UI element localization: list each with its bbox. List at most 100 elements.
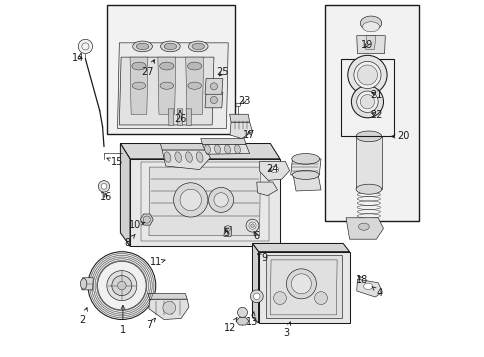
- Polygon shape: [168, 109, 174, 126]
- Text: 27: 27: [141, 60, 154, 77]
- Polygon shape: [224, 227, 231, 236]
- Circle shape: [250, 224, 254, 227]
- Ellipse shape: [80, 278, 87, 289]
- Ellipse shape: [196, 152, 203, 162]
- Ellipse shape: [164, 152, 170, 162]
- Polygon shape: [119, 57, 213, 125]
- Circle shape: [82, 43, 89, 50]
- Polygon shape: [345, 218, 383, 239]
- Text: 6: 6: [253, 231, 258, 241]
- Text: 7: 7: [146, 318, 155, 330]
- Ellipse shape: [160, 82, 173, 89]
- Polygon shape: [82, 278, 93, 290]
- Polygon shape: [202, 145, 249, 154]
- Text: 4: 4: [371, 287, 382, 298]
- Text: 5: 5: [223, 228, 229, 238]
- Ellipse shape: [210, 83, 217, 90]
- Circle shape: [291, 274, 311, 294]
- Text: 25: 25: [216, 67, 228, 77]
- Bar: [106, 5, 235, 134]
- Text: 19: 19: [360, 40, 372, 50]
- Polygon shape: [149, 299, 189, 320]
- Text: 2: 2: [79, 308, 87, 325]
- Text: 3: 3: [282, 322, 290, 338]
- Ellipse shape: [210, 96, 217, 104]
- Circle shape: [97, 261, 146, 310]
- Ellipse shape: [188, 41, 208, 52]
- Ellipse shape: [164, 43, 176, 50]
- Polygon shape: [148, 293, 187, 299]
- Circle shape: [237, 307, 247, 317]
- Polygon shape: [200, 139, 245, 145]
- Polygon shape: [120, 144, 279, 159]
- Polygon shape: [140, 214, 153, 225]
- Ellipse shape: [159, 62, 174, 70]
- Ellipse shape: [132, 62, 146, 70]
- Text: 21: 21: [369, 90, 382, 100]
- Polygon shape: [252, 243, 349, 252]
- Text: 23: 23: [238, 96, 250, 106]
- Polygon shape: [290, 159, 320, 175]
- Text: 24: 24: [266, 164, 278, 174]
- Ellipse shape: [133, 41, 152, 52]
- Circle shape: [353, 61, 380, 89]
- Circle shape: [163, 301, 175, 314]
- Ellipse shape: [132, 82, 146, 89]
- Ellipse shape: [291, 154, 319, 164]
- Circle shape: [112, 276, 132, 296]
- Circle shape: [78, 39, 92, 54]
- Text: 14: 14: [72, 53, 84, 63]
- Ellipse shape: [204, 145, 210, 154]
- Ellipse shape: [362, 22, 379, 32]
- Circle shape: [347, 55, 386, 95]
- Text: 22: 22: [369, 110, 382, 120]
- Ellipse shape: [292, 171, 318, 180]
- Circle shape: [117, 281, 126, 290]
- Polygon shape: [355, 136, 381, 189]
- Circle shape: [180, 189, 201, 211]
- Polygon shape: [356, 36, 384, 54]
- Circle shape: [314, 292, 327, 305]
- Text: 20: 20: [391, 131, 409, 141]
- Ellipse shape: [214, 145, 220, 154]
- Circle shape: [357, 65, 377, 85]
- Text: 18: 18: [355, 275, 367, 285]
- Polygon shape: [160, 144, 206, 150]
- Polygon shape: [149, 167, 260, 236]
- Ellipse shape: [360, 16, 381, 30]
- Circle shape: [250, 290, 263, 303]
- Ellipse shape: [358, 223, 368, 230]
- Polygon shape: [120, 144, 130, 246]
- Polygon shape: [252, 243, 258, 323]
- Polygon shape: [185, 57, 203, 114]
- Text: 15: 15: [107, 157, 123, 167]
- Ellipse shape: [174, 152, 182, 162]
- Polygon shape: [229, 122, 252, 139]
- Text: 16: 16: [100, 192, 112, 202]
- Text: 1: 1: [120, 305, 126, 335]
- Circle shape: [360, 95, 374, 109]
- Polygon shape: [258, 252, 349, 323]
- Circle shape: [273, 292, 286, 305]
- Ellipse shape: [270, 166, 278, 173]
- Circle shape: [101, 183, 106, 189]
- Polygon shape: [162, 150, 210, 170]
- Ellipse shape: [136, 43, 149, 50]
- Polygon shape: [177, 109, 182, 126]
- Polygon shape: [356, 279, 382, 297]
- Text: 11: 11: [150, 257, 165, 267]
- Circle shape: [286, 269, 316, 299]
- Polygon shape: [205, 79, 223, 94]
- Polygon shape: [265, 255, 342, 318]
- Text: 8: 8: [124, 234, 135, 248]
- Circle shape: [106, 271, 136, 301]
- Circle shape: [143, 216, 150, 223]
- Text: 12: 12: [223, 318, 237, 333]
- Circle shape: [351, 86, 383, 118]
- Text: 17: 17: [242, 130, 255, 140]
- Ellipse shape: [224, 145, 230, 154]
- Polygon shape: [158, 57, 175, 114]
- Circle shape: [253, 293, 259, 300]
- Text: 10: 10: [128, 220, 144, 230]
- Polygon shape: [117, 43, 228, 129]
